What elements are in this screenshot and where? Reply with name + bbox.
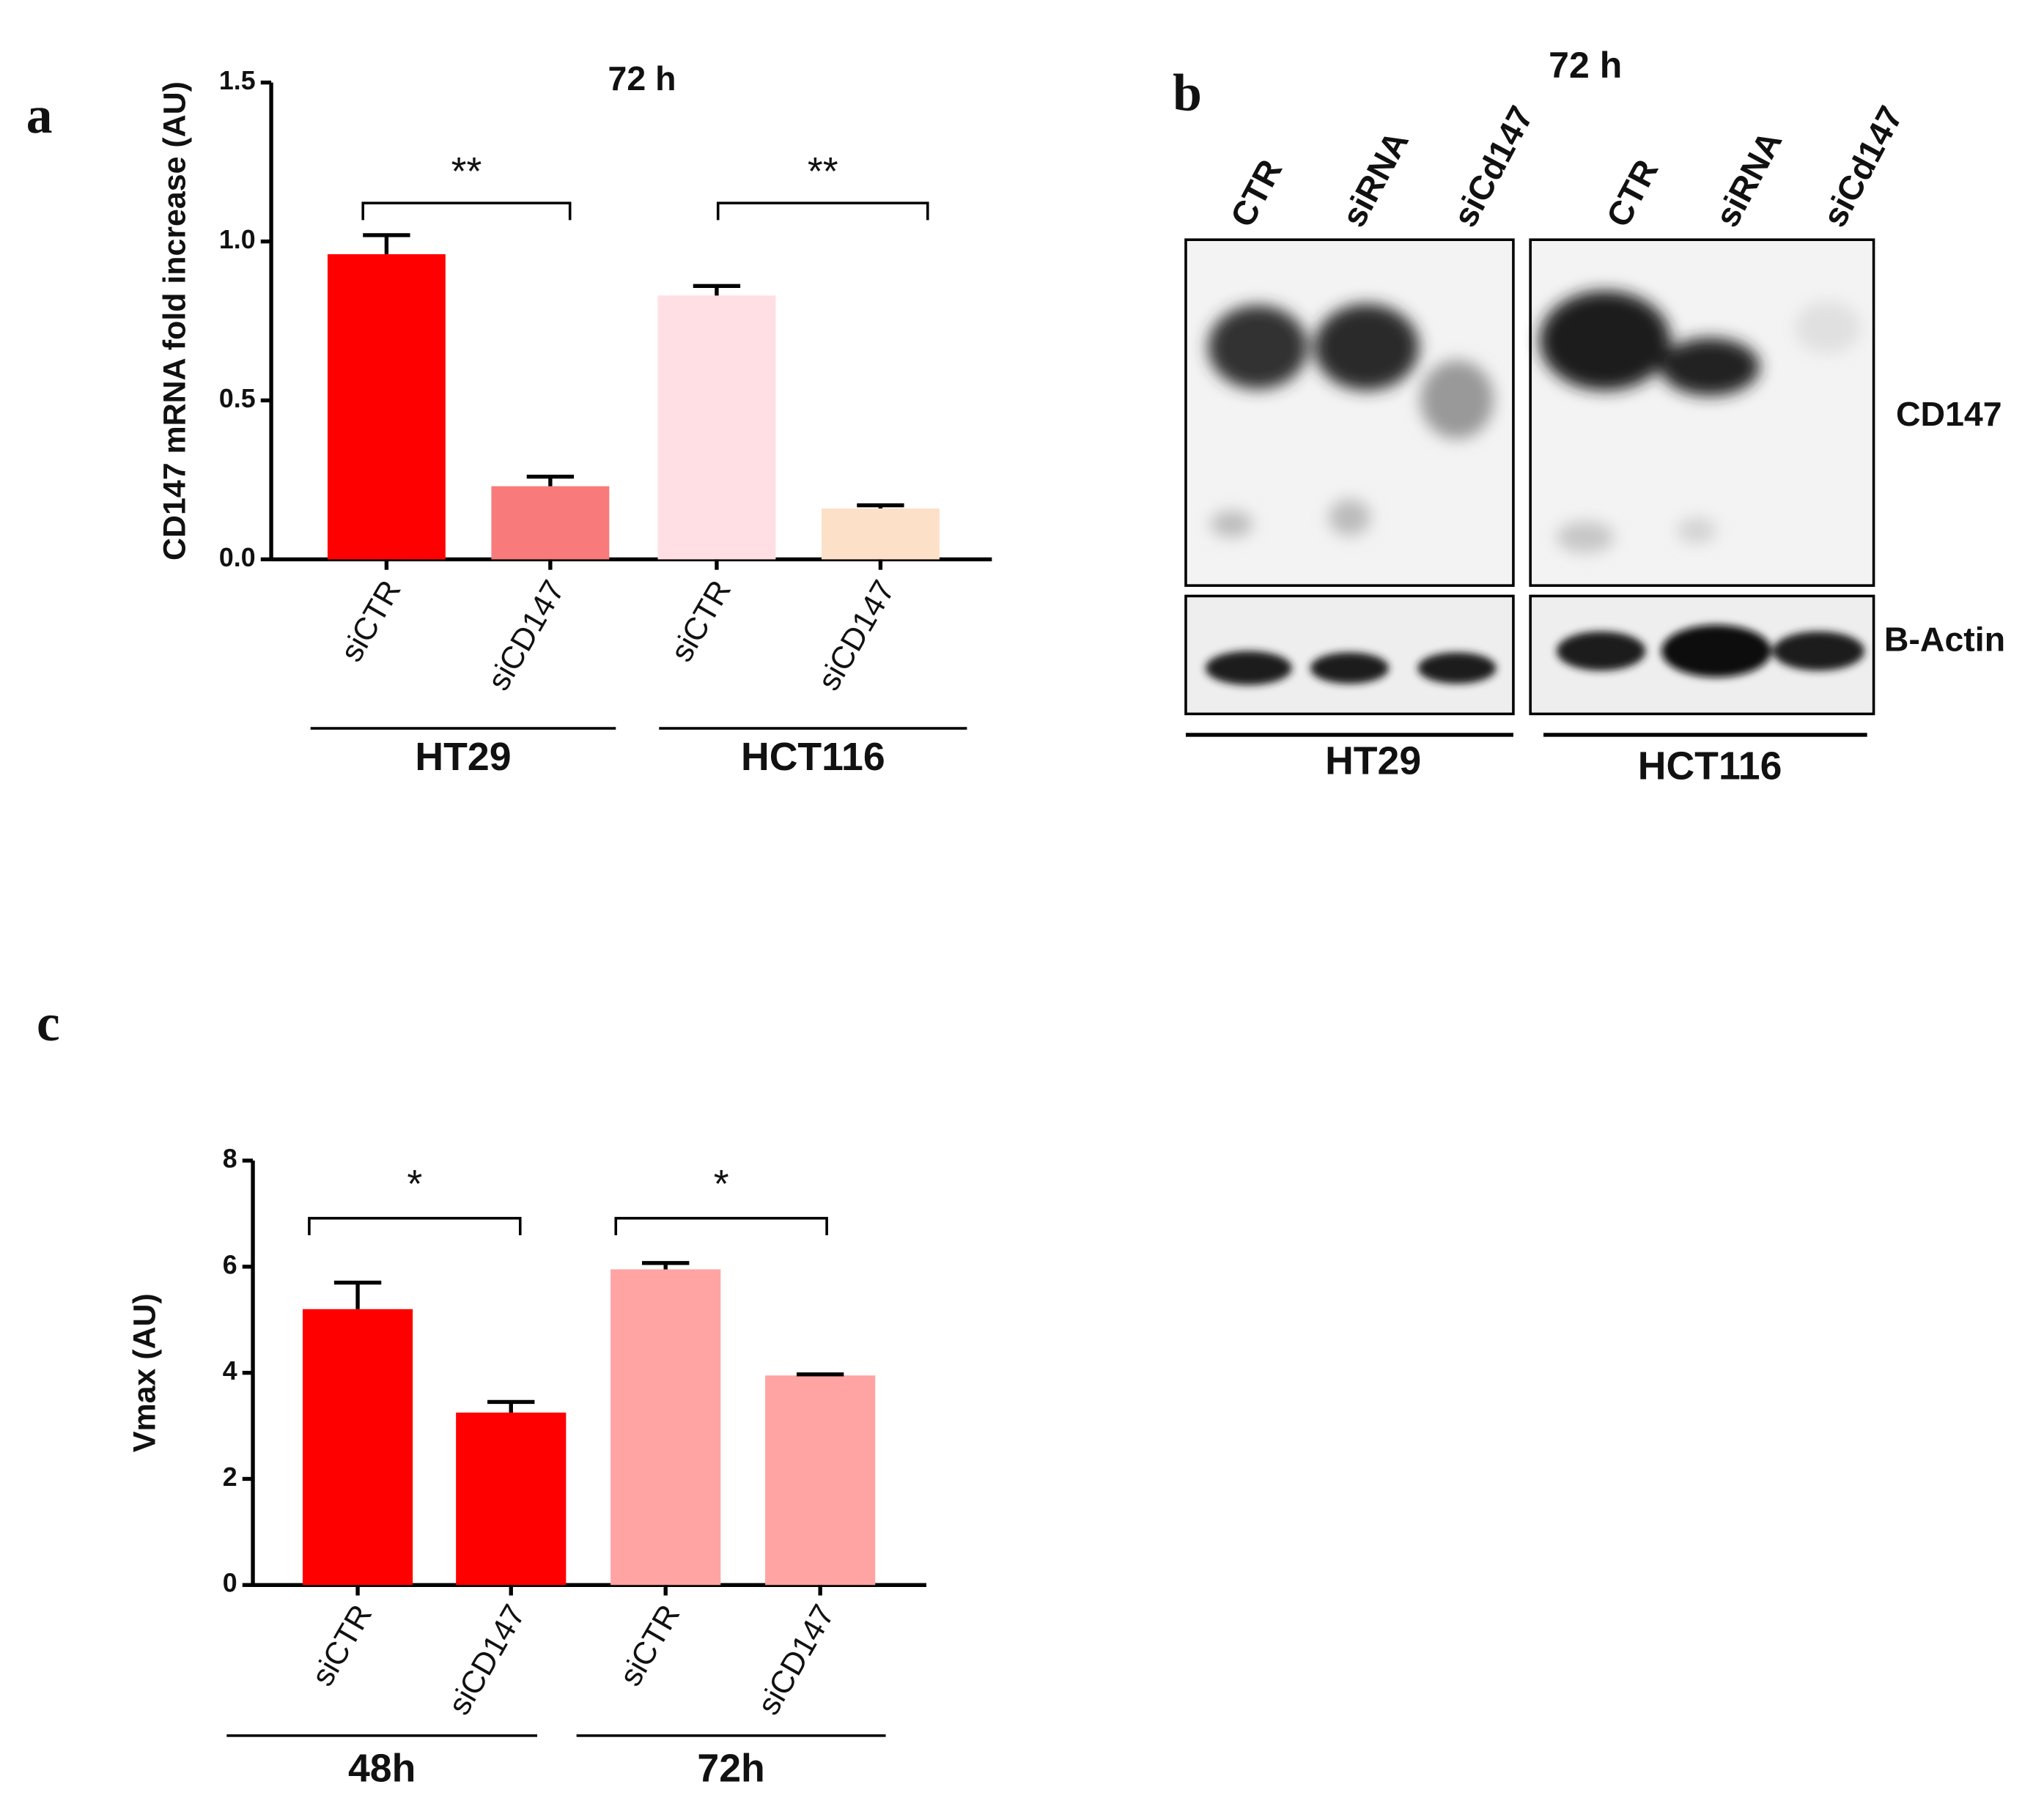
- error-bar: [693, 284, 741, 296]
- y-tick-label: 0: [223, 1569, 237, 1598]
- lane-label: CTR: [1599, 153, 1666, 233]
- group-label: 72h: [697, 1746, 764, 1790]
- y-axis-label: CD147 mRNA fold increase (AU): [158, 81, 193, 561]
- y-axis-label: Vmax (AU): [128, 1293, 163, 1452]
- error-bar: [363, 233, 410, 254]
- error-bar: [333, 1280, 382, 1309]
- actin-bands: [1205, 624, 1865, 686]
- error-bar: [857, 503, 904, 508]
- lane-label: siCd147: [1446, 100, 1541, 233]
- lane-label: siRNA: [1708, 125, 1789, 233]
- chart-title: 72 h: [608, 59, 676, 97]
- significance-label: *: [407, 1162, 422, 1206]
- bar-chart: 72 h CD147 mRNA fold increase (AU) 0.0 0.5 1…: [158, 59, 992, 779]
- x-tick-label: siCD147: [442, 1599, 533, 1720]
- x-tick-label: siCTR: [333, 574, 407, 667]
- bar: [302, 1309, 413, 1586]
- bar: [657, 295, 776, 560]
- significance-label: *: [714, 1162, 729, 1206]
- western-blot: 72 h CD147 B-Actin HT29: [1184, 45, 2005, 788]
- y-tick-label: 8: [223, 1144, 237, 1173]
- bar: [456, 1412, 567, 1586]
- y-tick-label: 1.5: [219, 66, 256, 95]
- bar: [491, 486, 610, 560]
- significance-bracket: [308, 1216, 522, 1235]
- band-label: B-Actin: [1884, 620, 2005, 658]
- significance-label: **: [808, 149, 838, 193]
- significance-bracket: [716, 201, 929, 221]
- error-bar: [487, 1399, 535, 1413]
- significance-bracket: [614, 1216, 828, 1235]
- panel-label: b: [1173, 64, 1202, 122]
- lane-label: siRNA: [1335, 125, 1416, 233]
- x-tick-label: siCTR: [305, 1599, 379, 1692]
- x-tick-label: siCTR: [613, 1599, 687, 1692]
- band-label: CD147: [1896, 395, 2002, 433]
- panel-label: c: [37, 994, 60, 1052]
- blot-bands: [1208, 290, 1861, 553]
- y-tick-label: 0.0: [219, 543, 256, 572]
- x-tick-label: siCTR: [664, 574, 738, 667]
- lane-label: CTR: [1223, 153, 1290, 233]
- y-tick-label: 6: [223, 1250, 237, 1279]
- bar: [327, 254, 446, 560]
- group-label: HCT116: [741, 735, 885, 779]
- x-tick-label: siCD147: [811, 574, 902, 696]
- y-tick-label: 0.5: [219, 384, 256, 413]
- bar-chart: Vmax (AU) 0 2 4 6 8 siCTR siCD147 siCTR siCD147 48…: [128, 1144, 926, 1790]
- cell-line-label: HT29: [1325, 739, 1421, 783]
- error-bar: [642, 1261, 690, 1270]
- group-label: 48h: [348, 1746, 416, 1790]
- bar: [821, 508, 940, 560]
- bar: [765, 1375, 876, 1586]
- x-tick-label: siCD147: [481, 574, 572, 696]
- x-tick-label: siCD147: [751, 1599, 842, 1720]
- panel-label: a: [26, 86, 53, 144]
- significance-label: **: [451, 149, 482, 193]
- bar: [610, 1269, 721, 1586]
- y-tick-label: 1.0: [219, 225, 256, 254]
- error-bar: [526, 474, 575, 487]
- blot-title: 72 h: [1549, 45, 1622, 86]
- y-tick-label: 4: [223, 1356, 237, 1386]
- y-tick-label: 2: [223, 1462, 237, 1492]
- group-label: HT29: [415, 735, 511, 779]
- significance-bracket: [361, 201, 572, 221]
- lane-label: siCd147: [1815, 100, 1911, 233]
- cell-line-label: HCT116: [1638, 744, 1782, 788]
